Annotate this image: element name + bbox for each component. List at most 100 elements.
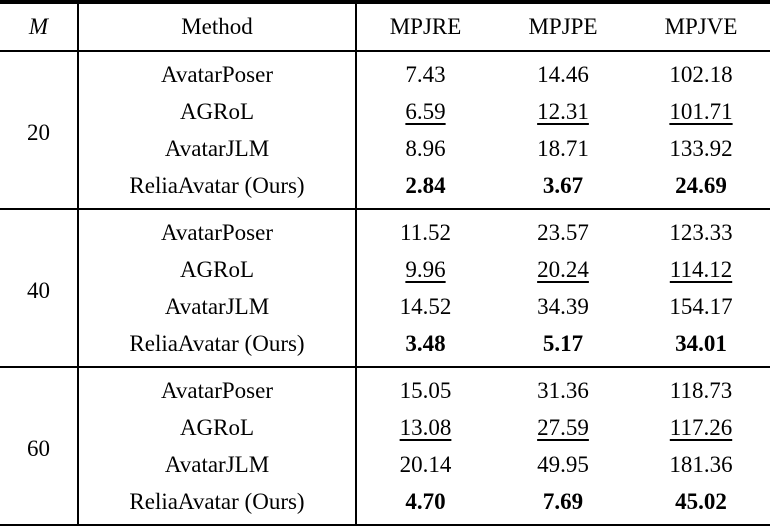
table-header: M Method MPJRE MPJPE MPJVE [0, 2, 770, 52]
metric-cell-mpjpe: 7.69 [494, 483, 632, 526]
metric-value: 4.70 [405, 489, 446, 514]
method-cell: AvatarJLM [77, 446, 357, 483]
metric-value: 154.17 [669, 294, 733, 319]
metric-value: 133.92 [669, 136, 733, 161]
method-cell: AvatarPoser [77, 366, 357, 409]
metric-cell-mpjpe: 14.46 [494, 50, 632, 93]
metric-value: 8.96 [405, 136, 446, 161]
metric-cell-mpjve: 24.69 [632, 167, 770, 209]
metric-cell-mpjve: 117.26 [632, 409, 770, 446]
metric-value: 117.26 [669, 415, 733, 440]
column-header-m: M [0, 2, 78, 52]
metric-value: 123.33 [669, 220, 733, 245]
metric-value: 101.71 [669, 99, 733, 124]
metric-value: 3.48 [405, 331, 446, 356]
metric-value: 13.08 [399, 415, 452, 440]
column-header-mpjre: MPJRE [356, 2, 494, 52]
metric-value: 12.31 [537, 99, 589, 124]
metric-value: 49.95 [537, 452, 589, 477]
table-row: AvatarJLM 8.96 18.71 133.92 [0, 130, 770, 167]
method-cell: ReliaAvatar (Ours) [77, 325, 357, 367]
metric-cell-mpjve: 101.71 [632, 93, 770, 130]
table-row: ReliaAvatar (Ours) 2.84 3.67 24.69 [0, 167, 770, 209]
metric-cell-mpjre: 7.43 [356, 50, 494, 93]
metric-value: 114.12 [669, 257, 733, 282]
metric-cell-mpjpe: 12.31 [494, 93, 632, 130]
metric-cell-mpjre: 6.59 [356, 93, 494, 130]
method-cell: ReliaAvatar (Ours) [77, 483, 357, 526]
column-header-mpjve: MPJVE [632, 2, 770, 52]
method-cell: AvatarPoser [77, 208, 357, 251]
metric-value: 34.01 [675, 331, 727, 356]
metric-value: 102.18 [669, 62, 733, 87]
metric-value: 118.73 [669, 378, 733, 403]
metric-cell-mpjre: 8.96 [356, 130, 494, 167]
metric-value: 14.52 [399, 294, 452, 319]
metric-value: 31.36 [537, 378, 589, 403]
metric-value: 2.84 [405, 173, 446, 198]
metric-cell-mpjre: 13.08 [356, 409, 494, 446]
metric-cell-mpjpe: 5.17 [494, 325, 632, 367]
group-m20: 20 AvatarPoser 7.43 14.46 102.18 AGRoL 6… [0, 50, 770, 209]
metric-cell-mpjre: 20.14 [356, 446, 494, 483]
method-cell: ReliaAvatar (Ours) [77, 167, 357, 209]
metric-cell-mpjve: 118.73 [632, 366, 770, 409]
metric-cell-mpjre: 4.70 [356, 483, 494, 526]
metric-cell-mpjre: 9.96 [356, 251, 494, 288]
metric-value: 7.69 [542, 489, 584, 514]
metric-cell-mpjpe: 31.36 [494, 366, 632, 409]
metric-value: 27.59 [537, 415, 589, 440]
table-row: AvatarJLM 20.14 49.95 181.36 [0, 446, 770, 483]
metric-cell-mpjre: 15.05 [356, 366, 494, 409]
metric-value: 23.57 [537, 220, 589, 245]
metric-cell-mpjpe: 34.39 [494, 288, 632, 325]
metric-cell-mpjpe: 18.71 [494, 130, 632, 167]
method-cell: AGRoL [77, 409, 357, 446]
metric-value: 14.46 [537, 62, 589, 87]
group-m60: 60 AvatarPoser 15.05 31.36 118.73 AGRoL … [0, 366, 770, 526]
metric-cell-mpjve: 154.17 [632, 288, 770, 325]
metric-value: 24.69 [675, 173, 727, 198]
metric-value: 5.17 [542, 331, 584, 356]
metric-value: 181.36 [669, 452, 733, 477]
metric-cell-mpjve: 45.02 [632, 483, 770, 526]
metric-value: 11.52 [400, 220, 451, 245]
table-row: AGRoL 9.96 20.24 114.12 [0, 251, 770, 288]
metric-value: 6.59 [405, 99, 446, 124]
header-row: M Method MPJRE MPJPE MPJVE [0, 2, 770, 52]
m-group-label: 60 [0, 366, 78, 526]
metric-cell-mpjre: 2.84 [356, 167, 494, 209]
method-cell: AGRoL [77, 93, 357, 130]
method-cell: AGRoL [77, 251, 357, 288]
group-m40: 40 AvatarPoser 11.52 23.57 123.33 AGRoL … [0, 208, 770, 367]
metric-cell-mpjve: 34.01 [632, 325, 770, 367]
table-row: AGRoL 6.59 12.31 101.71 [0, 93, 770, 130]
metric-cell-mpjre: 14.52 [356, 288, 494, 325]
metric-cell-mpjve: 102.18 [632, 50, 770, 93]
table-row: 60 AvatarPoser 15.05 31.36 118.73 [0, 366, 770, 526]
metric-value: 7.43 [405, 62, 446, 87]
table-row: 40 AvatarPoser 11.52 23.57 123.33 [0, 208, 770, 367]
metric-value: 15.05 [399, 378, 452, 403]
method-cell: AvatarPoser [77, 50, 357, 93]
metric-value: 9.96 [405, 257, 446, 282]
m-group-label: 40 [0, 208, 78, 367]
metric-cell-mpjpe: 23.57 [494, 208, 632, 251]
table-row: AvatarJLM 14.52 34.39 154.17 [0, 288, 770, 325]
metric-value: 3.67 [542, 173, 584, 198]
metric-cell-mpjpe: 20.24 [494, 251, 632, 288]
metric-cell-mpjve: 123.33 [632, 208, 770, 251]
metric-value: 34.39 [537, 294, 589, 319]
column-header-mpjpe: MPJPE [494, 2, 632, 52]
metric-cell-mpjve: 114.12 [632, 251, 770, 288]
metric-value: 18.71 [537, 136, 589, 161]
table-row: ReliaAvatar (Ours) 4.70 7.69 45.02 [0, 483, 770, 526]
m-group-label: 20 [0, 50, 78, 209]
metric-cell-mpjre: 3.48 [356, 325, 494, 367]
column-header-method: Method [77, 2, 357, 52]
method-cell: AvatarJLM [77, 130, 357, 167]
metric-cell-mpjve: 181.36 [632, 446, 770, 483]
metric-value: 20.14 [399, 452, 452, 477]
metric-cell-mpjpe: 27.59 [494, 409, 632, 446]
